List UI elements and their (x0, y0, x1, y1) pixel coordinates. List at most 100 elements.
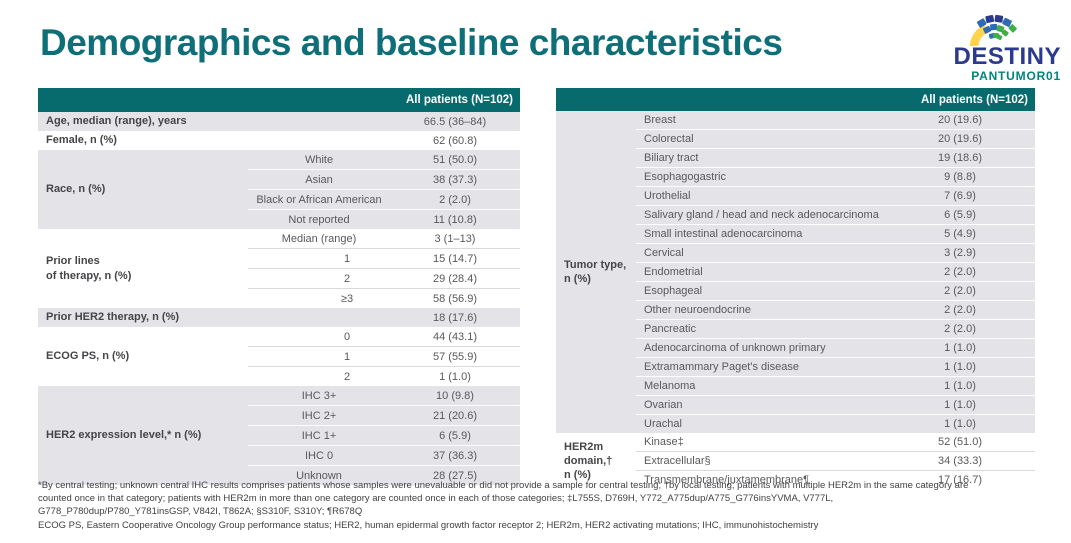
group-label: Prior lines of therapy, n (%) (38, 229, 248, 308)
table-row: Female, n (%) 62 (60.8) (38, 131, 520, 150)
row-sublabel: ≥3 (248, 288, 390, 308)
row-value: 2 (2.0) (885, 281, 1035, 301)
table-row: Esophagogastric 9 (8.8) (556, 167, 1035, 187)
table-row: Urothelial 7 (6.9) (556, 186, 1035, 206)
table-row: Urachal 1 (1.0) (556, 414, 1035, 433)
row-label: Female, n (%) (38, 131, 390, 150)
row-value: 3 (1–13) (390, 229, 520, 249)
table-row: Transmembrane/juxtamembrane¶ 17 (16.7) (556, 470, 1035, 489)
row-value: 66.5 (36–84) (390, 112, 520, 131)
row-sublabel: Unknown (248, 465, 390, 485)
table-row: Asian 38 (37.3) (38, 169, 520, 190)
table-row: Extracellular§ 34 (33.3) (556, 451, 1035, 471)
table-row: IHC 1+ 6 (5.9) (38, 425, 520, 446)
table-row: Endometrial 2 (2.0) (556, 262, 1035, 282)
row-value: 1 (1.0) (885, 338, 1035, 358)
logo-brand-text: DESTINY (953, 43, 1061, 70)
footnotes: *By central testing; unknown central IHC… (38, 479, 1053, 532)
row-value: 51 (50.0) (390, 150, 520, 170)
row-sublabel: Extracellular§ (636, 451, 885, 471)
column-header-all-patients: All patients (N=102) (38, 88, 520, 112)
column-header-all-patients: All patients (N=102) (556, 88, 1035, 111)
row-sublabel: White (248, 150, 390, 170)
row-value: 9 (8.8) (885, 167, 1035, 187)
group-label: Race, n (%) (38, 150, 248, 229)
row-value: 1 (1.0) (885, 414, 1035, 433)
footnote-line: G778_P780dup/P780_Y781insGSP, V842I, T86… (38, 506, 363, 518)
footnote-line: *By central testing; unknown central IHC… (38, 480, 969, 491)
table-row: Prior HER2 therapy, n (%) 18 (17.6) (38, 308, 520, 327)
group-label: HER2m domain,† n (%) (556, 433, 636, 489)
row-value: 2 (2.0) (885, 262, 1035, 282)
row-sublabel: Transmembrane/juxtamembrane¶ (636, 470, 885, 489)
row-value: 6 (5.9) (885, 205, 1035, 225)
row-sublabel: Salivary gland / head and neck adenocarc… (636, 205, 885, 225)
row-sublabel: IHC 2+ (248, 405, 390, 426)
row-sublabel: Pancreatic (636, 319, 885, 339)
table-row: Cervical 3 (2.9) (556, 243, 1035, 263)
row-value: 2 (2.0) (390, 189, 520, 210)
row-value: 18 (17.6) (390, 308, 520, 327)
row-sublabel: Breast (636, 111, 885, 130)
footnote-line: counted once in that category; patients … (38, 493, 834, 505)
row-value: 21 (20.6) (390, 405, 520, 426)
table-row: Salivary gland / head and neck adenocarc… (556, 205, 1035, 225)
page-title: Demographics and baseline characteristic… (40, 22, 783, 63)
row-value: 62 (60.8) (390, 131, 520, 150)
table-row: 1 57 (55.9) (38, 346, 520, 367)
row-sublabel: Colorectal (636, 129, 885, 149)
table-row: Esophageal 2 (2.0) (556, 281, 1035, 301)
group-label: ECOG PS, n (%) (38, 327, 248, 386)
table-row: HER2m domain,† n (%) Kinase‡ 52 (51.0) (556, 433, 1035, 489)
row-sublabel: Urachal (636, 414, 885, 433)
row-value: 58 (56.9) (390, 288, 520, 308)
table-row: Colorectal 20 (19.6) (556, 129, 1035, 149)
table-row: ≥3 58 (56.9) (38, 288, 520, 308)
tumor-type-table: All patients (N=102) Tumor type, n (%) Bre… (556, 88, 1035, 489)
table-row: 2 29 (28.4) (38, 268, 520, 289)
table-header-row: All patients (N=102) (556, 88, 1035, 111)
row-value: 38 (37.3) (390, 169, 520, 190)
table-row: Black or African American 2 (2.0) (38, 189, 520, 210)
row-sublabel: IHC 1+ (248, 425, 390, 446)
table-row: Race, n (%) White 51 (50.0) (38, 150, 520, 229)
row-value: 29 (28.4) (390, 268, 520, 289)
row-sublabel: Kinase‡ (636, 433, 885, 452)
table-row: Pancreatic 2 (2.0) (556, 319, 1035, 339)
row-value: 6 (5.9) (390, 425, 520, 446)
row-value: 20 (19.6) (885, 111, 1035, 130)
table-row: Ovarian 1 (1.0) (556, 395, 1035, 415)
row-sublabel: Urothelial (636, 186, 885, 206)
row-value: 7 (6.9) (885, 186, 1035, 206)
logo-sub-text: PANTUMOR01 (971, 69, 1061, 84)
footnote-line: ECOG PS, Eastern Cooperative Oncology Gr… (38, 519, 819, 531)
row-sublabel: 1 (248, 248, 390, 269)
table-row: IHC 2+ 21 (20.6) (38, 405, 520, 426)
row-sublabel: IHC 3+ (248, 386, 390, 406)
row-value: 44 (43.1) (390, 327, 520, 347)
row-label: Prior HER2 therapy, n (%) (38, 308, 390, 327)
tumor-type-table-body: All patients (N=102) Tumor type, n (%) Bre… (556, 88, 1035, 489)
row-value: 19 (18.6) (885, 148, 1035, 168)
row-sublabel: Not reported (248, 209, 390, 229)
row-sublabel: Biliary tract (636, 148, 885, 168)
row-value: 28 (27.5) (390, 465, 520, 485)
row-value: 17 (16.7) (885, 470, 1035, 489)
table-row: Other neuroendocrine 2 (2.0) (556, 300, 1035, 320)
table-row: 1 15 (14.7) (38, 248, 520, 269)
row-sublabel: Cervical (636, 243, 885, 263)
table-row: Not reported 11 (10.8) (38, 209, 520, 229)
table-row: Tumor type, n (%) Breast 20 (19.6) (556, 111, 1035, 433)
row-sublabel: 1 (248, 346, 390, 367)
demographics-table: All patients (N=102) Age, median (range),… (38, 88, 520, 485)
table-row: Unknown 28 (27.5) (38, 465, 520, 485)
row-value: 10 (9.8) (390, 386, 520, 406)
table-row: HER2 expression level,* n (%) IHC 3+ 10 (9… (38, 386, 520, 485)
row-sublabel: 0 (248, 327, 390, 347)
fan-logo-icon (969, 14, 1017, 46)
row-value: 5 (4.9) (885, 224, 1035, 244)
row-value: 1 (1.0) (885, 395, 1035, 415)
table-row: Extramammary Paget's disease 1 (1.0) (556, 357, 1035, 377)
table-header-row: All patients (N=102) (38, 88, 520, 112)
